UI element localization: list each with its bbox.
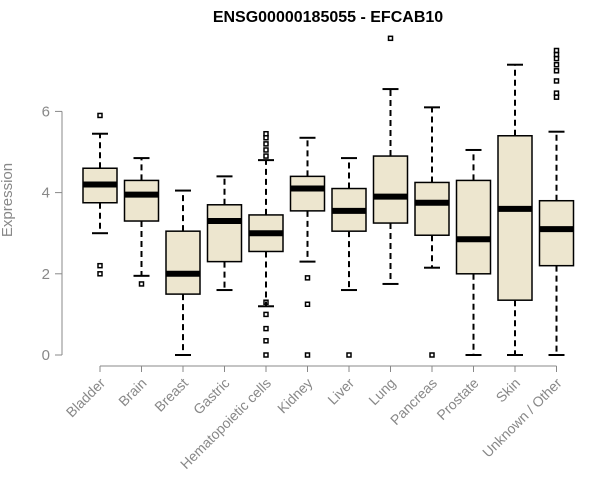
box-liver — [331, 157, 367, 358]
x-tick-label: Liver — [324, 375, 357, 408]
outlier-point — [553, 94, 560, 100]
x-tick-label: Bladder — [63, 375, 109, 421]
iqr-box — [165, 230, 201, 295]
iqr-box — [289, 175, 326, 212]
outlier-point — [263, 311, 269, 318]
chart-title: ENSG00000185055 - EFCAB10 — [213, 9, 443, 26]
outlier-point — [263, 352, 269, 358]
outlier-point — [97, 271, 103, 277]
iqr-box — [206, 204, 243, 263]
iqr-box — [123, 179, 160, 222]
x-tick-label: Breast — [151, 375, 191, 415]
box-pancreas — [414, 106, 450, 358]
outlier-point — [138, 281, 145, 287]
outlier-point — [263, 338, 269, 344]
outlier-point — [97, 262, 103, 269]
y-tick-label: 4 — [42, 185, 50, 202]
outlier-point — [97, 112, 103, 119]
outlier-point — [263, 325, 269, 332]
box-brain — [123, 157, 160, 287]
outlier-point — [263, 299, 269, 305]
outlier-point — [304, 301, 311, 307]
outlier-point — [387, 35, 394, 42]
box-lung — [372, 35, 409, 285]
y-tick-label: 0 — [42, 347, 50, 364]
box-unknown-other — [538, 47, 575, 356]
iqr-box — [538, 199, 575, 267]
outlier-point — [263, 135, 269, 141]
x-tick-label: Prostate — [433, 375, 481, 423]
box-breast — [165, 189, 201, 356]
box-hematopoietic-cells — [248, 130, 284, 358]
box-prostate — [455, 148, 492, 356]
outlier-point — [263, 147, 269, 153]
box-skin — [497, 63, 533, 356]
box-gastric — [206, 175, 243, 292]
outlier-point — [553, 55, 560, 62]
outlier-point — [304, 275, 311, 281]
box-bladder — [82, 112, 118, 277]
outlier-point — [553, 78, 560, 84]
outlier-point — [429, 352, 435, 358]
outlier-point — [553, 68, 560, 74]
outlier-point — [304, 352, 311, 358]
iqr-box — [497, 135, 533, 301]
iqr-box — [455, 179, 492, 275]
boxes — [82, 35, 575, 358]
y-tick-label: 2 — [42, 266, 50, 283]
x-tick-label: Lung — [365, 375, 398, 408]
x-tick-label: Kidney — [274, 375, 316, 417]
outlier-point — [553, 61, 560, 68]
iqr-box — [414, 181, 450, 236]
box-kidney — [289, 136, 326, 358]
axes: 0 2 4 6 — [42, 103, 557, 367]
outlier-point — [346, 352, 352, 358]
iqr-box — [372, 155, 409, 224]
x-tick-label: Skin — [493, 375, 524, 406]
outlier-point — [263, 153, 269, 159]
x-tick-label: Brain — [115, 375, 149, 409]
y-axis-label: Expression — [0, 163, 16, 237]
x-tick-label: Unknown / Other — [479, 375, 565, 461]
outlier-point — [263, 141, 269, 147]
y-tick-label: 6 — [42, 103, 50, 120]
